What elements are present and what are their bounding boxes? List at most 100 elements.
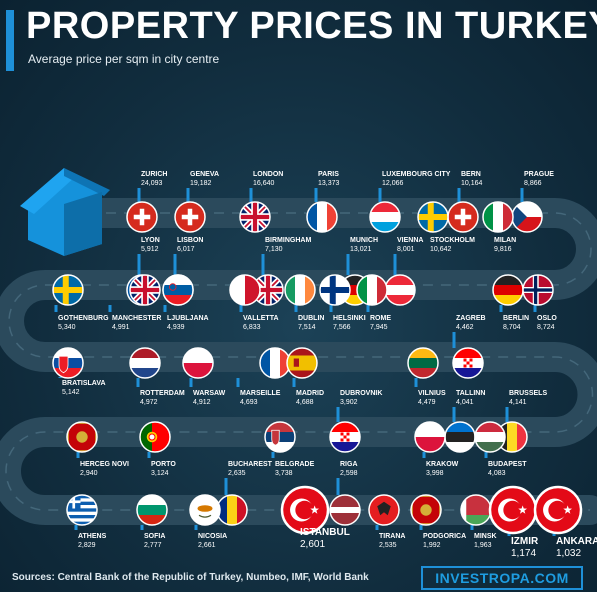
city-marker-london: LONDON 16,640 <box>239 171 283 233</box>
city-price: 12,066 <box>382 180 404 187</box>
city-marker-herceg-novi: HERCEG NOVI 2,940 <box>66 421 129 477</box>
flag-uk-icon <box>239 201 271 233</box>
city-marker-stockholm: STOCKHOLM 10,642 <box>417 201 475 253</box>
city-name: KRAKOW <box>426 461 459 468</box>
city-price: 7,130 <box>265 246 283 253</box>
city-price: 19,182 <box>190 180 212 187</box>
city-marker-budapest: BUDAPEST 4,083 <box>474 421 527 477</box>
city-name: TIRANA <box>379 533 405 540</box>
city-price: 4,479 <box>418 399 436 406</box>
city-marker-helsinki: HELSINKI 7,566 <box>319 274 366 331</box>
city-price: 4,991 <box>112 324 130 331</box>
city-name: ROME <box>370 315 391 322</box>
city-name: LISBON <box>177 237 203 244</box>
city-price: 4,972 <box>140 399 158 406</box>
city-marker-paris: PARIS 13,373 <box>306 171 340 233</box>
flag-croatia-icon <box>329 421 361 453</box>
city-marker-bern: BERN 10,164 <box>447 171 483 233</box>
flag-poland-icon <box>182 347 214 379</box>
city-name: WARSAW <box>193 390 226 397</box>
city-marker-riga: RIGA 2,598 <box>329 461 361 526</box>
city-name: TALLINN <box>456 390 485 397</box>
flag-swiss-icon <box>126 201 158 233</box>
city-name: MILAN <box>494 237 516 244</box>
city-price: 8,001 <box>397 246 415 253</box>
city-marker-zurich: ZURICH 24,093 <box>126 171 167 233</box>
city-price: 2,635 <box>228 470 246 477</box>
city-price: 3,124 <box>151 470 169 477</box>
city-marker-zagreb: ZAGREB 4,462 <box>452 315 486 379</box>
city-name: IZMIR <box>511 536 539 547</box>
city-price: 1,963 <box>474 542 492 549</box>
city-price: 7,514 <box>298 324 316 331</box>
city-name: STOCKHOLM <box>430 237 475 244</box>
city-marker-milan: MILAN 9,816 <box>482 201 516 253</box>
city-marker-krakow: KRAKOW 3,998 <box>414 421 459 477</box>
flag-lithuania-icon <box>407 347 439 379</box>
city-name: PORTO <box>151 461 176 468</box>
city-name: MARSEILLE <box>240 390 281 397</box>
city-marker-oslo: OSLO 8,724 <box>522 274 557 331</box>
city-name: LONDON <box>253 171 283 178</box>
city-price: 1,174 <box>511 548 536 559</box>
flag-cyprus-icon <box>189 494 221 526</box>
city-name: BRUSSELS <box>509 390 547 397</box>
city-marker-nicosia: NICOSIA 2,661 <box>189 494 227 549</box>
road-centerline <box>5 212 594 511</box>
city-name: DUBROVNIK <box>340 390 382 397</box>
city-price: 10,164 <box>461 180 483 187</box>
flag-slovakia-icon <box>52 347 84 379</box>
city-name: RIGA <box>340 461 358 468</box>
city-name: ANKARA <box>556 536 597 547</box>
city-price: 6,017 <box>177 246 195 253</box>
city-name: BERN <box>461 171 481 178</box>
city-marker-madrid: MADRID 4,688 <box>286 347 324 406</box>
city-price: 2,598 <box>340 470 358 477</box>
city-price: 1,032 <box>556 548 581 559</box>
city-price: 9,816 <box>494 246 512 253</box>
city-name: VILNIUS <box>418 390 446 397</box>
city-name: NICOSIA <box>198 533 227 540</box>
city-marker-valletta: VALLETTA 6,833 <box>229 274 279 331</box>
city-name: LJUBLJANA <box>167 315 209 322</box>
flag-finland-icon <box>319 274 351 306</box>
city-name: VALLETTA <box>243 315 279 322</box>
page-title: PROPERTY PRICES IN TURKEY <box>26 5 597 47</box>
flag-portugal-icon <box>139 421 171 453</box>
city-price: 13,373 <box>318 180 340 187</box>
flag-swiss-icon <box>174 201 206 233</box>
city-price: 3,998 <box>426 470 444 477</box>
city-price: 2,829 <box>78 542 96 549</box>
brand-link[interactable]: INVESTROPA.COM <box>421 566 583 590</box>
city-markers: ZURICH 24,093 GENEVA 19,182 LONDON 16,640 PARI… <box>52 171 597 559</box>
house-roof-left <box>20 168 76 214</box>
city-marker-gothenburg: GOTHENBURG 5,340 <box>52 274 109 331</box>
city-price: 13,021 <box>350 246 372 253</box>
city-marker-dublin: DUBLIN 7,514 <box>284 274 324 331</box>
flag-montenegro-icon <box>410 494 442 526</box>
city-price: 4,939 <box>167 324 185 331</box>
flag-poland-icon <box>414 421 446 453</box>
city-name: SOFIA <box>144 533 165 540</box>
city-price: 2,535 <box>379 542 397 549</box>
city-name: LYON <box>141 237 160 244</box>
city-marker-ljubljana: LJUBLJANA 4,939 <box>162 274 209 331</box>
flag-bulgaria-icon <box>136 494 168 526</box>
flag-luxembourg-icon <box>369 201 401 233</box>
city-name: BIRMINGHAM <box>265 237 311 244</box>
flag-estonia-icon <box>444 421 476 453</box>
sources-note: Sources: Central Bank of the Republic of… <box>12 572 369 583</box>
city-name: PARIS <box>318 171 339 178</box>
city-price: 2,940 <box>80 470 98 477</box>
city-name: MUNICH <box>350 237 378 244</box>
city-name: MANCHESTER <box>112 315 161 322</box>
city-marker-manchester: MANCHESTER 4,991 <box>108 274 161 331</box>
flag-slovenia-icon <box>162 274 194 306</box>
city-name: BRATISLAVA <box>62 380 106 387</box>
city-marker-dubrovnik: DUBROVNIK 3,902 <box>329 390 382 453</box>
city-name: LUXEMBOURG CITY <box>382 171 451 178</box>
flag-uk-icon <box>129 274 161 306</box>
city-marker-tirana: TIRANA 2,535 <box>368 494 405 549</box>
